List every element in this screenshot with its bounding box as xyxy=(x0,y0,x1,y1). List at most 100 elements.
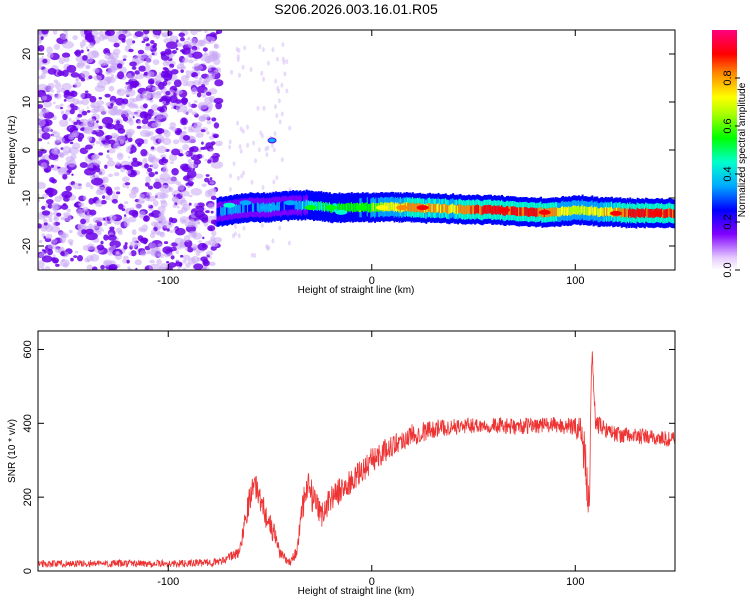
track-cell xyxy=(295,200,298,210)
signal-track xyxy=(216,137,675,229)
track-cell xyxy=(350,202,353,211)
noise-speckle xyxy=(197,30,202,33)
snr-y-label: SNR (10 * v/v) xyxy=(7,419,18,483)
noise-speckle xyxy=(209,148,214,152)
track-cell xyxy=(314,201,317,211)
noise-speckle xyxy=(213,44,220,49)
snr-x-axis: -100 0 100 xyxy=(157,331,584,588)
noise-speckle xyxy=(120,103,126,110)
noise-speckle xyxy=(110,74,115,78)
track-cell xyxy=(301,201,304,210)
noise-speckle xyxy=(147,185,153,190)
track-cell xyxy=(491,206,494,215)
noise-speckle xyxy=(197,81,203,86)
noise-speckle xyxy=(93,75,102,81)
noise-speckle xyxy=(135,202,142,210)
noise-speckle xyxy=(183,126,187,130)
track-cell xyxy=(646,208,649,217)
noise-speckle xyxy=(281,42,285,48)
snr-panel: -100 0 100 0 200 400 600 Height of straight l… xyxy=(7,330,676,597)
noise-speckle xyxy=(259,130,263,136)
noise-speckle xyxy=(205,174,210,177)
noise-speckle xyxy=(207,68,212,72)
noise-speckle xyxy=(43,222,48,226)
noise-speckle xyxy=(150,39,155,45)
track-cell xyxy=(389,202,392,211)
noise-speckle xyxy=(205,142,214,148)
noise-speckle xyxy=(261,47,265,53)
noise-speckle xyxy=(129,61,137,67)
noise-speckle xyxy=(96,199,103,204)
noise-speckle xyxy=(108,85,115,92)
noise-speckle xyxy=(161,220,174,229)
noise-speckle xyxy=(91,177,104,186)
noise-speckle xyxy=(173,79,182,88)
track-cell xyxy=(299,200,302,210)
track-cell xyxy=(623,208,626,217)
noise-speckle xyxy=(162,167,169,174)
noise-speckle xyxy=(209,177,213,181)
noise-speckle xyxy=(38,138,43,142)
noise-speckle xyxy=(280,111,284,117)
noise-speckle xyxy=(107,34,120,43)
track-cell xyxy=(632,209,635,218)
noise-speckle xyxy=(89,95,97,103)
noise-speckle xyxy=(68,229,73,234)
track-cell xyxy=(453,204,456,214)
track-cell xyxy=(374,204,377,213)
track-cell xyxy=(472,204,475,214)
noise-speckle xyxy=(162,114,167,119)
noise-speckle xyxy=(160,200,168,208)
noise-speckle xyxy=(166,228,170,232)
noise-speckle xyxy=(204,30,208,34)
noise-speckle xyxy=(38,223,42,229)
noise-speckle xyxy=(134,259,142,266)
track-cell xyxy=(488,204,491,214)
track-cell xyxy=(554,207,557,216)
noise-speckle xyxy=(153,42,157,48)
track-cell xyxy=(388,202,391,212)
colorbar: 0.0 0.2 0.4 0.6 0.8 Normalized spectral ampl… xyxy=(712,30,748,278)
noise-speckle xyxy=(118,33,126,41)
noise-speckle xyxy=(125,169,132,175)
track-cell xyxy=(283,201,286,210)
track-cell xyxy=(457,205,460,215)
noise-speckle xyxy=(257,147,261,153)
track-cell xyxy=(413,203,416,213)
noise-speckle xyxy=(211,50,219,57)
noise-speckle xyxy=(38,104,44,109)
noise-speckle xyxy=(128,102,136,109)
track-cell xyxy=(441,204,444,213)
track-cell xyxy=(234,204,237,214)
noise-speckle xyxy=(39,239,43,244)
snr-line xyxy=(38,351,675,569)
track-cell xyxy=(559,208,562,217)
track-cell xyxy=(553,208,556,218)
noise-speckle xyxy=(212,241,219,248)
noise-speckle xyxy=(43,100,53,108)
noise-speckle xyxy=(102,195,106,199)
noise-speckle xyxy=(191,111,198,116)
noise-speckle xyxy=(205,250,213,256)
noise-speckle xyxy=(50,164,55,168)
noise-speckle xyxy=(69,241,73,245)
noise-speckle xyxy=(125,208,129,213)
noise-speckle xyxy=(139,214,145,219)
noise-speckle xyxy=(84,90,89,94)
noise-speckle xyxy=(54,196,62,203)
noise-speckle xyxy=(80,70,90,78)
noise-speckle xyxy=(122,255,129,260)
track-cell xyxy=(640,209,643,218)
noise-speckle xyxy=(149,99,154,103)
noise-speckle xyxy=(262,76,266,82)
noise-speckle xyxy=(195,250,201,256)
track-cell xyxy=(220,206,223,216)
track-cell xyxy=(394,202,397,212)
noise-speckle xyxy=(160,71,170,78)
noise-speckle xyxy=(117,109,125,115)
noise-speckle xyxy=(47,248,53,256)
track-cell xyxy=(568,206,571,215)
track-cell xyxy=(408,202,411,212)
track-cell xyxy=(317,201,320,210)
noise-speckle xyxy=(55,94,59,99)
